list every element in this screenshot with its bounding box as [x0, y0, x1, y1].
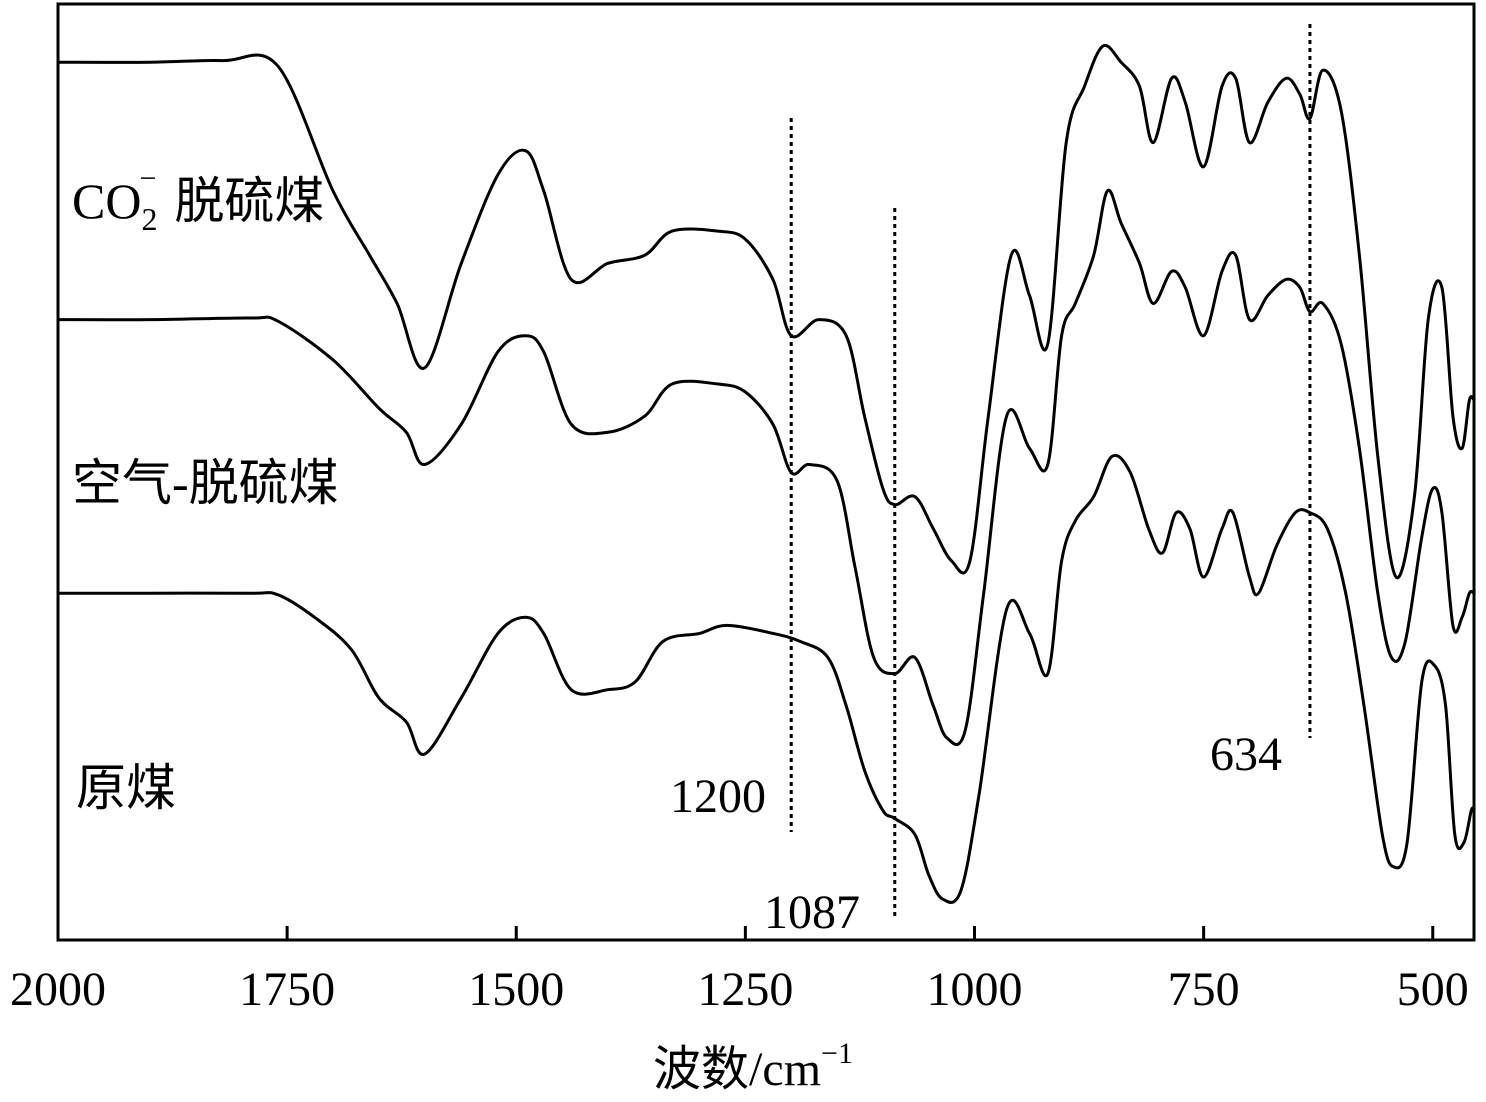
spectra-series — [57, 43, 1476, 904]
x-tick-label-2000: 2000 — [10, 963, 106, 1016]
series-line-raw-coal — [58, 453, 1476, 904]
x-axis-ticks — [56, 926, 1435, 940]
series-label-air: 空气-脱硫煤 — [72, 455, 339, 511]
x-tick-label-1750: 1750 — [239, 963, 335, 1016]
reference-lines — [789, 24, 1312, 920]
x-tick-label-750: 750 — [1168, 963, 1240, 1016]
reference-label-1200: 1200 — [670, 770, 766, 823]
plot-frame — [56, 2, 1476, 942]
x-tick-label-1000: 1000 — [927, 963, 1023, 1016]
x-axis-label: 波数/cm−1 — [653, 1037, 853, 1096]
x-tick-label-500: 500 — [1397, 963, 1469, 1016]
x-tick-label-1250: 1250 — [697, 963, 793, 1016]
x-tick-label-1500: 1500 — [468, 963, 564, 1016]
reference-label-1087: 1087 — [764, 886, 860, 939]
series-label-raw: 原煤 — [76, 760, 176, 816]
series-line-air-desulfurized — [57, 188, 1475, 747]
reference-label-634: 634 — [1210, 728, 1282, 781]
reference-line-labels: 1200 1087 634 — [670, 728, 1282, 939]
series-line-co2-desulfurized — [57, 43, 1476, 580]
series-label-co2: CO2− 脱硫煤 — [72, 162, 324, 237]
x-axis-tick-labels: 2000 1750 1500 1250 1000 750 500 — [10, 963, 1469, 1016]
